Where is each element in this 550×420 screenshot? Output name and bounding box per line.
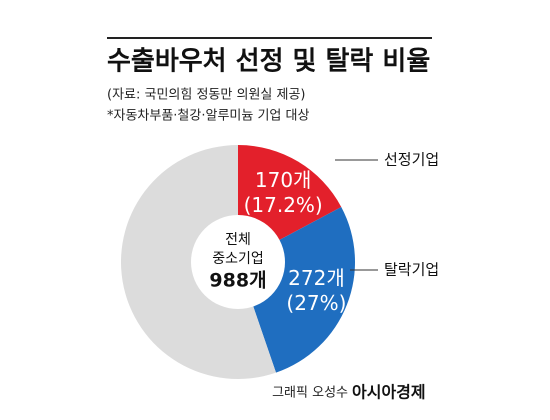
value-label: 272개: [288, 266, 345, 290]
legend-label: 탈락기업: [384, 261, 439, 279]
credit: 그래픽 오성수: [272, 386, 348, 401]
percent-label: (17.2%): [244, 193, 323, 217]
pie: [121, 145, 356, 379]
center-label: 988개: [209, 270, 266, 292]
value-label: 170개: [255, 168, 312, 192]
legend-label: 선정기업: [384, 151, 439, 169]
brand: 아시아경제: [352, 383, 426, 402]
donut-hole: [191, 215, 285, 309]
center-label: 중소기업: [212, 251, 264, 267]
chart-title: 수출바우처 선정 및 탈락 비율: [107, 47, 430, 77]
center-label: 전체: [225, 232, 251, 248]
note: *자동차부품·철강·알루미늄 기업 대상: [107, 109, 309, 124]
percent-label: (27%): [286, 291, 346, 315]
subtitle: (자료: 국민의힘 정동만 의원실 제공): [107, 88, 306, 103]
